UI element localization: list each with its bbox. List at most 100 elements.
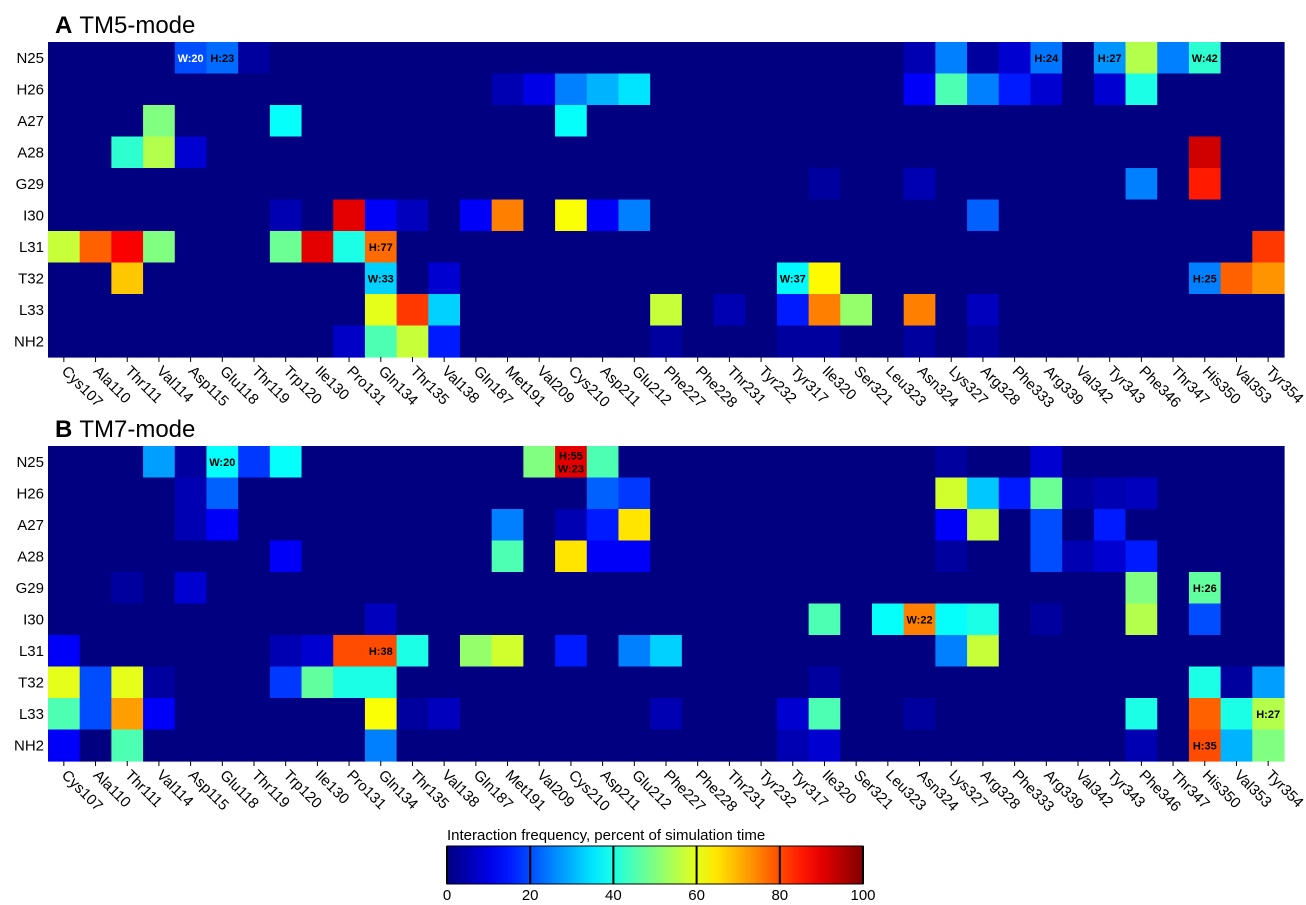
heatmap-cell bbox=[903, 635, 936, 668]
heatmap-cell bbox=[238, 231, 271, 264]
heatmap-cell bbox=[48, 199, 81, 232]
heatmap-cell bbox=[333, 635, 366, 668]
heatmap-cell bbox=[1093, 477, 1127, 510]
panel-title-text: TM7-mode bbox=[79, 416, 195, 443]
heatmap-cell bbox=[111, 603, 144, 636]
heatmap-cell bbox=[48, 325, 81, 358]
heatmap-cell bbox=[1062, 635, 1095, 668]
heatmap-cell bbox=[428, 572, 461, 605]
heatmap-cell bbox=[776, 698, 810, 731]
heatmap-cell bbox=[523, 729, 556, 762]
heatmap-cell bbox=[1125, 42, 1158, 75]
heatmap-cell bbox=[1030, 635, 1063, 668]
heatmap-cell bbox=[1157, 262, 1190, 295]
colorbar-tick-label: 60 bbox=[688, 887, 705, 904]
heatmap-cell bbox=[460, 231, 493, 264]
heatmap-cell bbox=[935, 136, 968, 169]
heatmap-cell bbox=[808, 540, 841, 573]
heatmap-cell bbox=[428, 105, 461, 138]
cell-annotation: W:42 bbox=[1192, 53, 1218, 65]
heatmap-cell bbox=[491, 199, 524, 232]
heatmap-cell bbox=[872, 698, 905, 731]
heatmap-cell bbox=[745, 325, 778, 358]
heatmap-cell bbox=[555, 540, 588, 573]
heatmap-cell bbox=[206, 262, 239, 295]
heatmap-cell bbox=[713, 231, 746, 264]
heatmap-cell bbox=[618, 540, 651, 573]
heatmap-cell bbox=[903, 294, 936, 327]
heatmap-cell bbox=[555, 666, 588, 699]
heatmap-cell bbox=[745, 698, 778, 731]
heatmap-cell bbox=[143, 666, 176, 699]
heatmap-cell bbox=[1093, 572, 1127, 605]
heatmap-cell bbox=[48, 729, 81, 762]
heatmap-cell bbox=[1093, 42, 1127, 75]
heatmap-cell bbox=[1220, 105, 1253, 138]
heatmap-cell bbox=[967, 698, 1000, 731]
heatmap-cell bbox=[1093, 105, 1127, 138]
heatmap-cell bbox=[428, 729, 461, 762]
heatmap-cell bbox=[713, 168, 746, 201]
heatmap-cell bbox=[1252, 262, 1285, 295]
heatmap-cell bbox=[776, 42, 810, 75]
heatmap-cell bbox=[460, 477, 493, 510]
heatmap-cell bbox=[618, 105, 651, 138]
heatmap-cell bbox=[428, 136, 461, 169]
heatmap-cell bbox=[460, 294, 493, 327]
heatmap-cell bbox=[238, 42, 271, 75]
heatmap-cell bbox=[301, 294, 334, 327]
heatmap-cell bbox=[1125, 105, 1158, 138]
heatmap-cell bbox=[1125, 325, 1158, 358]
heatmap-cell bbox=[903, 325, 936, 358]
heatmap-cell bbox=[206, 698, 239, 731]
heatmap-cell bbox=[586, 231, 620, 264]
heatmap-cell bbox=[269, 572, 303, 605]
heatmap-cell bbox=[808, 168, 841, 201]
heatmap-cell bbox=[1093, 262, 1127, 295]
heatmap-cell bbox=[1062, 294, 1095, 327]
row-label: A27 bbox=[17, 113, 44, 130]
heatmap-cell bbox=[364, 603, 398, 636]
heatmap-cell bbox=[1062, 477, 1095, 510]
heatmap-cell bbox=[1157, 635, 1190, 668]
heatmap-cell bbox=[48, 572, 81, 605]
heatmap-cell bbox=[555, 294, 588, 327]
heatmap-cell bbox=[269, 729, 303, 762]
heatmap-cell bbox=[808, 572, 841, 605]
heatmap-cell bbox=[460, 199, 493, 232]
heatmap-cell bbox=[238, 199, 271, 232]
heatmap-cell bbox=[1030, 509, 1063, 542]
heatmap-cell bbox=[618, 446, 651, 479]
heatmap-cell bbox=[555, 509, 588, 542]
heatmap-cell bbox=[745, 666, 778, 699]
heatmap-cell bbox=[650, 698, 683, 731]
heatmap-cell bbox=[1220, 666, 1253, 699]
heatmap-cell bbox=[206, 729, 239, 762]
heatmap-cell bbox=[555, 73, 588, 106]
heatmap-cell bbox=[174, 294, 208, 327]
heatmap-cell bbox=[586, 136, 620, 169]
heatmap-cell bbox=[808, 446, 841, 479]
heatmap-cell bbox=[143, 572, 176, 605]
heatmap-cell bbox=[333, 73, 366, 106]
heatmap-cell bbox=[935, 325, 968, 358]
heatmap-cell bbox=[301, 698, 334, 731]
heatmap-cell bbox=[301, 231, 334, 264]
cell-annotation: W:23 bbox=[558, 463, 584, 475]
heatmap-cell bbox=[79, 509, 112, 542]
heatmap-cell bbox=[523, 262, 556, 295]
heatmap-cell bbox=[840, 105, 873, 138]
heatmap-cell bbox=[48, 105, 81, 138]
heatmap-cell bbox=[681, 603, 715, 636]
heatmap-cell bbox=[1157, 477, 1190, 510]
heatmap-cell bbox=[111, 294, 144, 327]
heatmap-cell bbox=[396, 477, 429, 510]
heatmap-cell bbox=[872, 262, 905, 295]
heatmap-cell bbox=[269, 168, 303, 201]
heatmap-cell bbox=[428, 635, 461, 668]
heatmap-cell bbox=[206, 168, 239, 201]
heatmap-cell bbox=[333, 168, 366, 201]
heatmap-cell bbox=[143, 698, 176, 731]
heatmap-cell bbox=[618, 73, 651, 106]
heatmap-cell bbox=[491, 477, 524, 510]
